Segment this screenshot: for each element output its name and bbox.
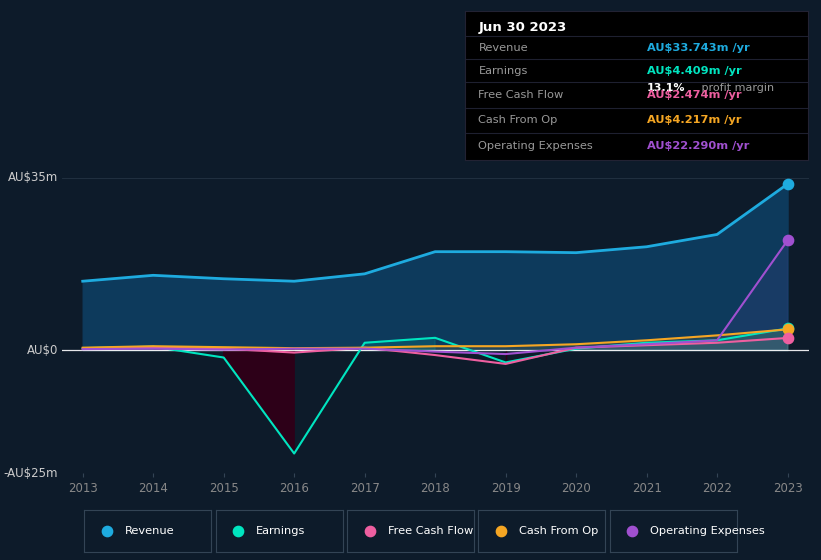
Text: profit margin: profit margin (698, 83, 774, 92)
Text: AU$22.290m /yr: AU$22.290m /yr (647, 141, 749, 151)
Point (781, 324, 794, 333)
Point (494, 526, 507, 535)
Text: AU$33.743m /yr: AU$33.743m /yr (647, 43, 750, 53)
Text: Earnings: Earnings (479, 66, 528, 76)
Text: AU$0: AU$0 (26, 344, 57, 357)
Text: Free Cash Flow: Free Cash Flow (388, 526, 473, 535)
Text: Cash From Op: Cash From Op (479, 115, 557, 125)
Text: Operating Expenses: Operating Expenses (650, 526, 765, 535)
Text: AU$4.409m /yr: AU$4.409m /yr (647, 66, 741, 76)
Text: Operating Expenses: Operating Expenses (479, 141, 593, 151)
Text: Jun 30 2023: Jun 30 2023 (479, 21, 566, 34)
Point (781, 325, 794, 334)
Point (100, 526, 113, 535)
Text: -AU$25m: -AU$25m (3, 466, 57, 480)
Text: AU$35m: AU$35m (7, 171, 57, 184)
Text: Revenue: Revenue (479, 43, 528, 53)
Text: Revenue: Revenue (125, 526, 175, 535)
Text: Earnings: Earnings (256, 526, 305, 535)
Text: AU$4.217m /yr: AU$4.217m /yr (647, 115, 741, 125)
Point (781, 333, 794, 342)
Text: Free Cash Flow: Free Cash Flow (479, 90, 564, 100)
Point (363, 526, 376, 535)
Point (232, 526, 245, 535)
Text: 13.1%: 13.1% (647, 83, 685, 92)
Point (781, 236, 794, 245)
Text: AU$2.474m /yr: AU$2.474m /yr (647, 90, 741, 100)
Text: Cash From Op: Cash From Op (519, 526, 599, 535)
Point (626, 526, 639, 535)
Point (781, 180, 794, 189)
